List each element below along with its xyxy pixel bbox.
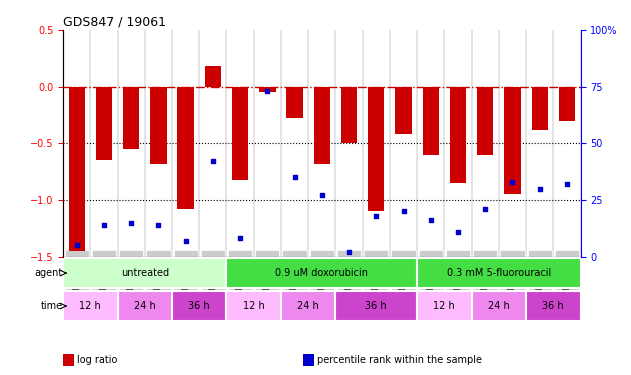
Bar: [227, 291, 281, 321]
Text: log ratio: log ratio: [77, 356, 117, 365]
Bar: [96, 87, 112, 160]
Point: [262, 88, 273, 94]
Bar: [204, 66, 221, 87]
Text: 12 h: 12 h: [433, 301, 455, 311]
Text: GDS847 / 19061: GDS847 / 19061: [63, 16, 166, 29]
Bar: [259, 87, 276, 92]
Bar: [336, 291, 417, 321]
Bar: [477, 87, 493, 154]
Bar: [471, 291, 526, 321]
Text: 36 h: 36 h: [365, 301, 387, 311]
Bar: [172, 291, 227, 321]
Point: [426, 217, 436, 223]
Point: [290, 174, 300, 180]
Bar: [286, 87, 303, 118]
Bar: [423, 87, 439, 154]
Text: 12 h: 12 h: [243, 301, 264, 311]
Bar: [368, 87, 384, 211]
Point: [562, 181, 572, 187]
Text: 24 h: 24 h: [134, 301, 156, 311]
Bar: [69, 87, 85, 251]
Point: [317, 192, 327, 198]
Point: [453, 229, 463, 235]
Point: [344, 249, 354, 255]
Point: [371, 213, 381, 219]
Bar: [227, 258, 417, 288]
Text: agent: agent: [35, 268, 63, 278]
Text: 36 h: 36 h: [189, 301, 210, 311]
Text: 36 h: 36 h: [543, 301, 564, 311]
Bar: [63, 291, 117, 321]
Bar: [417, 258, 581, 288]
Bar: [531, 87, 548, 130]
Point: [180, 238, 191, 244]
Text: 24 h: 24 h: [297, 301, 319, 311]
Bar: [63, 258, 227, 288]
Bar: [117, 291, 172, 321]
Point: [153, 222, 163, 228]
Point: [126, 220, 136, 226]
Text: 0.9 uM doxorubicin: 0.9 uM doxorubicin: [275, 268, 369, 278]
Bar: [341, 87, 357, 143]
Point: [480, 206, 490, 212]
Bar: [232, 87, 248, 180]
Text: percentile rank within the sample: percentile rank within the sample: [317, 356, 481, 365]
Text: time: time: [41, 301, 63, 311]
Point: [99, 222, 109, 228]
Bar: [150, 87, 167, 164]
Bar: [526, 291, 581, 321]
Bar: [450, 87, 466, 183]
Point: [398, 208, 408, 214]
Point: [235, 236, 245, 242]
Point: [534, 186, 545, 192]
Text: 12 h: 12 h: [80, 301, 101, 311]
Bar: [396, 87, 411, 134]
Text: untreated: untreated: [121, 268, 169, 278]
Bar: [504, 87, 521, 194]
Bar: [314, 87, 330, 164]
Bar: [558, 87, 575, 121]
Bar: [123, 87, 139, 149]
Point: [208, 158, 218, 164]
Bar: [417, 291, 471, 321]
Point: [72, 242, 82, 248]
Text: 24 h: 24 h: [488, 301, 510, 311]
Text: 0.3 mM 5-fluorouracil: 0.3 mM 5-fluorouracil: [447, 268, 551, 278]
Bar: [281, 291, 336, 321]
Bar: [177, 87, 194, 209]
Point: [507, 179, 517, 185]
